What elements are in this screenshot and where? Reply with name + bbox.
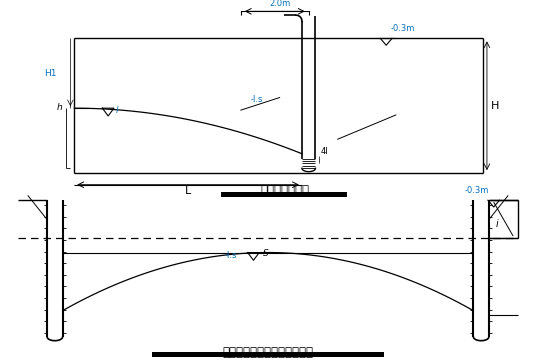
Text: h: h bbox=[57, 103, 63, 112]
Text: -l.s: -l.s bbox=[225, 251, 237, 260]
Text: S: S bbox=[263, 249, 269, 258]
Text: 4l: 4l bbox=[321, 147, 328, 156]
Text: -0.3m: -0.3m bbox=[391, 24, 415, 33]
Text: H1: H1 bbox=[44, 69, 57, 78]
Bar bbox=[221, 193, 347, 197]
Bar bbox=[152, 352, 384, 357]
Text: i: i bbox=[495, 219, 498, 229]
Text: -0.3m: -0.3m bbox=[465, 186, 489, 195]
Text: H: H bbox=[491, 101, 499, 111]
Text: 井点管埋设深度: 井点管埋设深度 bbox=[260, 184, 309, 197]
Text: -l.s: -l.s bbox=[250, 95, 263, 104]
Text: 2.0m: 2.0m bbox=[269, 0, 291, 8]
Text: L: L bbox=[185, 186, 191, 197]
Text: 承压水完整井涌水量计算简图: 承压水完整井涌水量计算简图 bbox=[222, 346, 314, 358]
Text: l: l bbox=[116, 106, 118, 115]
